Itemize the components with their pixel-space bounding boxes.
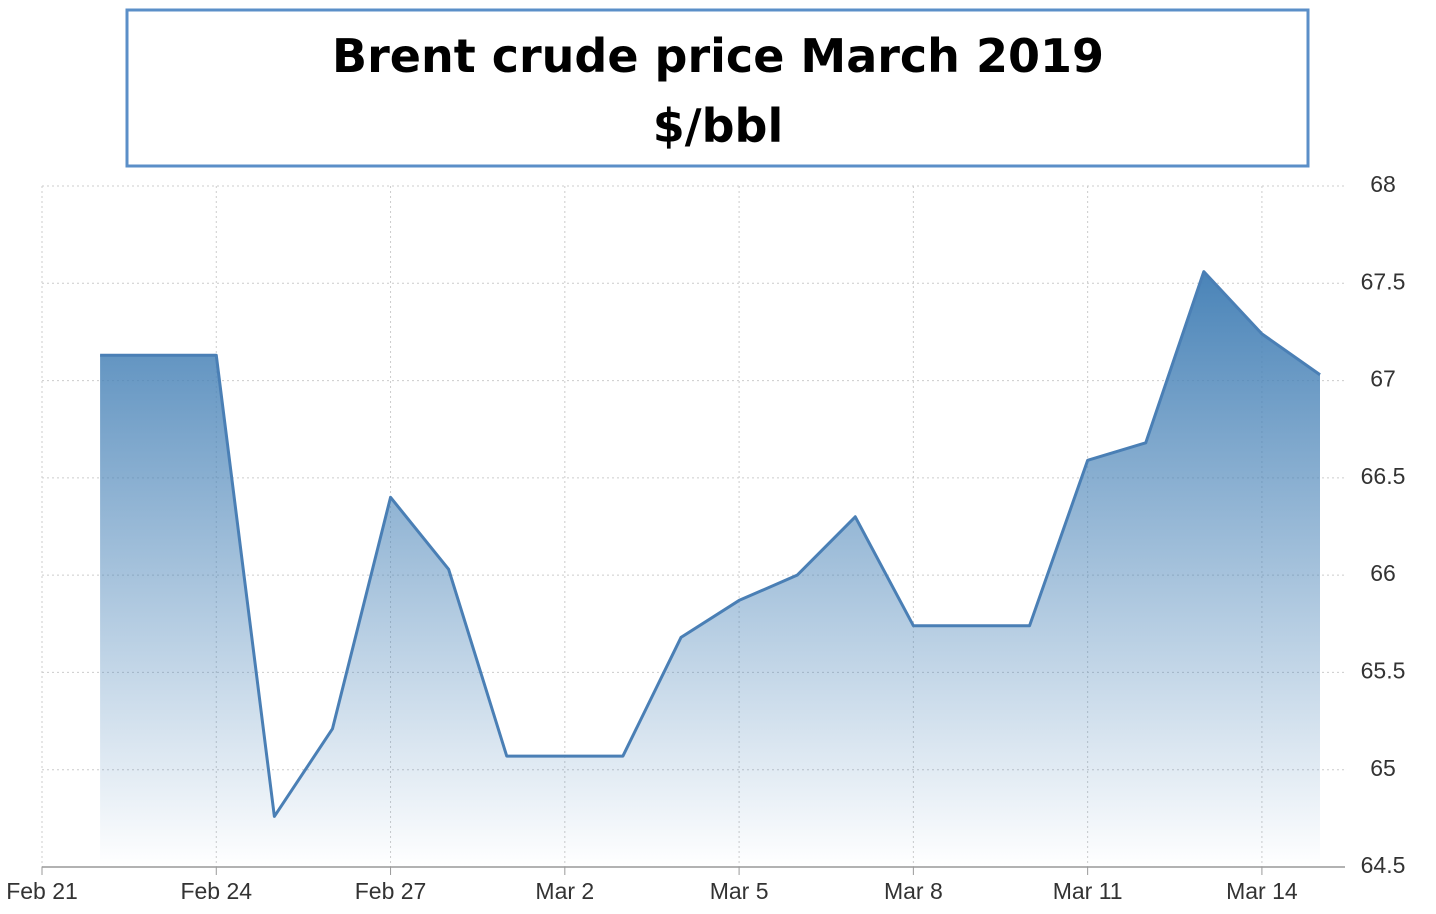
y-tick-label: 65	[1370, 755, 1396, 781]
y-tick-label: 67	[1370, 366, 1396, 392]
x-tick-label: Feb 27	[355, 878, 427, 904]
x-tick-label: Feb 24	[180, 878, 252, 904]
x-tick-label: Mar 2	[535, 878, 594, 904]
y-tick-label: 66	[1370, 560, 1396, 586]
x-tick-label: Mar 5	[710, 878, 769, 904]
title-box	[125, 8, 1310, 168]
y-tick-label: 66.5	[1361, 463, 1406, 489]
area	[100, 271, 1320, 867]
x-tick-label: Mar 14	[1226, 878, 1298, 904]
line	[100, 270, 1321, 818]
x-tick-label: Mar 11	[1053, 878, 1123, 904]
y-tick-label: 65.5	[1361, 658, 1406, 684]
chart-subtitle: $/bbl	[653, 99, 783, 153]
y-tick-label: 68	[1370, 171, 1396, 197]
y-tick-label: 64.5	[1361, 852, 1406, 878]
x-tick-label: Feb 21	[6, 878, 78, 904]
chart-title: Brent crude price March 2019	[332, 29, 1104, 83]
y-tick-label: 67.5	[1361, 268, 1406, 294]
x-tick-label: Mar 8	[884, 878, 943, 904]
